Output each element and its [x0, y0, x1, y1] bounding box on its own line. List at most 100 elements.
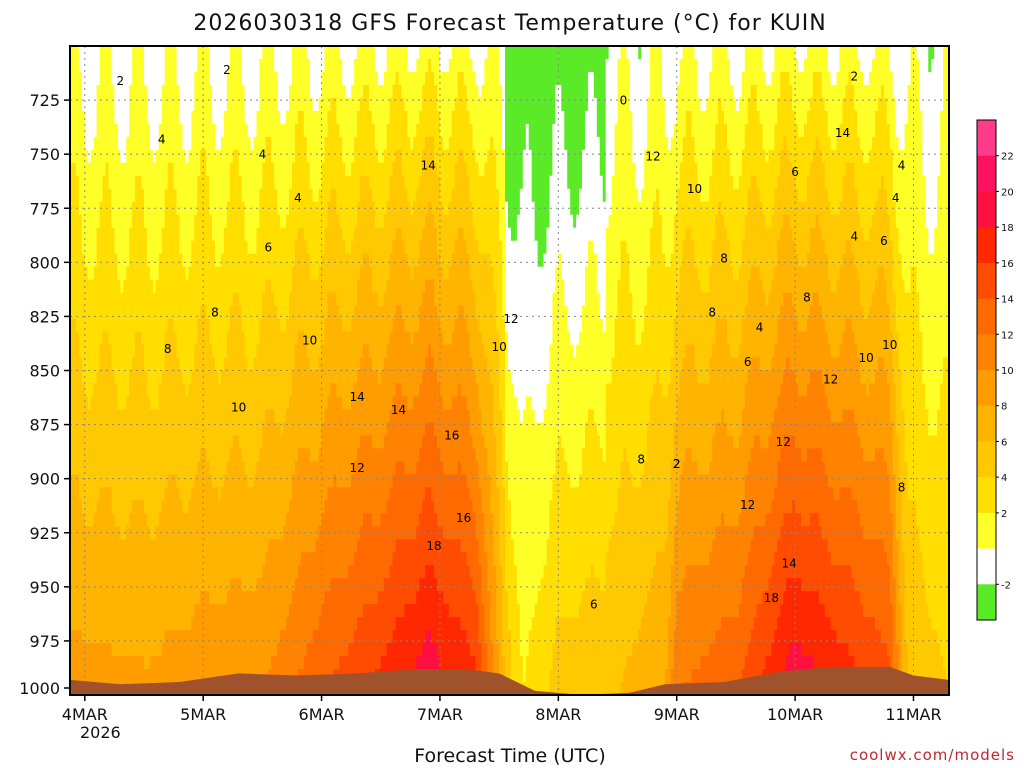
temperature-cell [143, 357, 148, 372]
temperature-cell [363, 513, 367, 527]
temperature-cell [333, 643, 337, 657]
temperature-cell [342, 331, 346, 346]
temperature-cell [256, 266, 261, 281]
temperature-cell [342, 474, 346, 488]
temperature-cell [209, 46, 213, 60]
temperature-cell [265, 513, 269, 527]
temperature-cell [206, 500, 210, 514]
temperature-cell [300, 46, 305, 60]
temperature-cell [312, 110, 317, 125]
temperature-cell [274, 370, 278, 385]
temperature-cell [229, 84, 234, 99]
temperature-cell [141, 604, 145, 618]
temperature-cell [256, 97, 261, 112]
temperature-cell [170, 110, 175, 125]
temperature-cell [143, 292, 148, 307]
temperature-cell [354, 84, 358, 99]
temperature-cell [312, 175, 317, 190]
temperature-cell [309, 175, 314, 190]
temperature-cell [185, 123, 189, 138]
temperature-cell [188, 630, 192, 644]
temperature-cell [70, 539, 74, 553]
temperature-cell [170, 370, 175, 385]
temperature-cell [342, 435, 346, 449]
temperature-cell [345, 604, 349, 618]
temperature-cell [238, 500, 243, 514]
temperature-cell [309, 240, 314, 255]
temperature-cell [324, 448, 329, 462]
temperature-cell [152, 123, 157, 138]
temperature-cell [108, 591, 113, 605]
temperature-cell [250, 46, 255, 60]
temperature-cell [108, 188, 113, 203]
temperature-cell [333, 565, 337, 579]
temperature-cell [123, 552, 127, 566]
temperature-cell [262, 552, 266, 566]
temperature-cell [223, 526, 228, 540]
temperature-cell [348, 474, 352, 488]
temperature-cell [158, 643, 163, 657]
temperature-cell [203, 487, 207, 501]
temperature-cell [309, 604, 314, 618]
temperature-cell [197, 669, 201, 683]
temperature-cell [363, 396, 367, 411]
temperature-cell [146, 565, 151, 579]
temperature-cell [102, 58, 107, 73]
temperature-cell [176, 474, 181, 488]
temperature-cell [256, 162, 261, 177]
temperature-cell [289, 487, 293, 501]
temperature-cell [253, 448, 258, 462]
temperature-cell [123, 643, 127, 657]
temperature-cell [123, 318, 127, 333]
temperature-cell [78, 110, 83, 125]
temperature-cell [271, 188, 275, 203]
temperature-cell [360, 630, 364, 644]
temperature-cell [70, 617, 74, 631]
temperature-cell [348, 435, 352, 449]
temperature-cell [336, 240, 340, 255]
temperature-cell [209, 84, 213, 99]
temperature-cell [161, 435, 166, 449]
temperature-cell [120, 461, 124, 475]
temperature-cell [99, 266, 104, 281]
temperature-cell [117, 630, 121, 644]
temperature-cell [271, 201, 275, 216]
temperature-cell [289, 565, 293, 579]
temperature-cell [167, 71, 172, 86]
temperature-cell [99, 305, 104, 320]
temperature-cell [235, 383, 240, 398]
temperature-cell [327, 240, 332, 255]
temperature-cell [197, 500, 201, 514]
temperature-cell [354, 292, 358, 307]
temperature-cell [265, 565, 269, 579]
temperature-cell [90, 331, 95, 346]
temperature-cell [161, 318, 166, 333]
temperature-cell [164, 279, 169, 294]
temperature-cell [321, 227, 326, 242]
temperature-cell [306, 331, 311, 346]
temperature-cell [363, 292, 367, 307]
temperature-cell [135, 604, 139, 618]
temperature-cell [229, 435, 234, 449]
temperature-cell [312, 292, 317, 307]
temperature-cell [149, 253, 154, 268]
temperature-cell [217, 396, 222, 411]
temperature-cell [250, 71, 255, 86]
temperature-cell [75, 331, 80, 346]
temperature-cell [324, 110, 329, 125]
temperature-cell [294, 565, 299, 579]
temperature-cell [185, 435, 189, 449]
temperature-cell [138, 318, 142, 333]
temperature-cell [149, 266, 154, 281]
temperature-cell [170, 461, 175, 475]
temperature-cell [129, 84, 133, 99]
temperature-cell [78, 344, 83, 359]
temperature-cell [146, 318, 151, 333]
temperature-cell [215, 110, 219, 125]
temperature-cell [256, 539, 261, 553]
temperature-cell [274, 266, 278, 281]
temperature-cell [318, 396, 323, 411]
temperature-cell [342, 565, 346, 579]
temperature-cell [143, 526, 148, 540]
temperature-cell [262, 539, 266, 553]
